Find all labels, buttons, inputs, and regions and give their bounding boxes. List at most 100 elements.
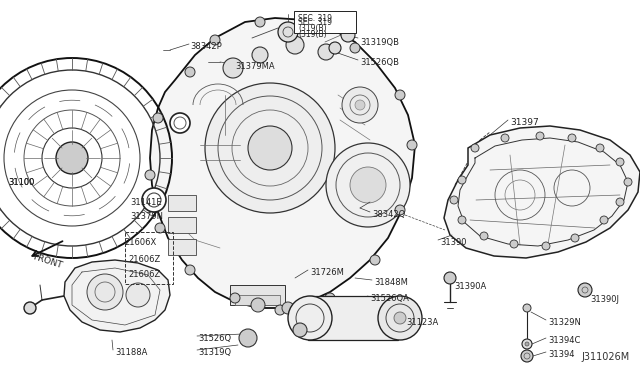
Circle shape — [501, 134, 509, 142]
Circle shape — [282, 302, 294, 314]
Bar — [168, 195, 196, 211]
Circle shape — [342, 87, 378, 123]
Circle shape — [407, 140, 417, 150]
Text: 31726M: 31726M — [310, 268, 344, 277]
Circle shape — [230, 293, 240, 303]
Text: 31848M: 31848M — [374, 278, 408, 287]
Circle shape — [326, 143, 410, 227]
Circle shape — [318, 44, 334, 60]
Circle shape — [525, 342, 529, 346]
Circle shape — [395, 205, 405, 215]
Text: SEC. 319: SEC. 319 — [298, 18, 332, 27]
Circle shape — [205, 83, 335, 213]
Circle shape — [275, 305, 285, 315]
Circle shape — [142, 188, 166, 212]
Text: 31123A: 31123A — [406, 318, 438, 327]
Text: 21606X: 21606X — [124, 238, 156, 247]
Bar — [168, 217, 196, 233]
Circle shape — [286, 36, 304, 54]
Circle shape — [542, 242, 550, 250]
Circle shape — [223, 58, 243, 78]
Circle shape — [185, 265, 195, 275]
Text: (319(B): (319(B) — [298, 30, 326, 39]
Circle shape — [394, 312, 406, 324]
Text: 38342P: 38342P — [190, 42, 221, 51]
Text: (319(B): (319(B) — [298, 24, 326, 33]
FancyBboxPatch shape — [294, 11, 356, 33]
Polygon shape — [444, 126, 640, 258]
Circle shape — [510, 240, 518, 248]
Circle shape — [305, 17, 315, 27]
Circle shape — [210, 35, 220, 45]
Circle shape — [239, 329, 257, 347]
Circle shape — [624, 178, 632, 186]
Circle shape — [370, 255, 380, 265]
Bar — [235, 295, 280, 305]
Text: 31394C: 31394C — [548, 336, 580, 345]
Text: 31526Q: 31526Q — [198, 334, 231, 343]
Text: 31394: 31394 — [548, 350, 575, 359]
Circle shape — [395, 90, 405, 100]
Circle shape — [293, 323, 307, 337]
Circle shape — [170, 113, 190, 133]
Text: FRONT: FRONT — [32, 252, 64, 270]
Circle shape — [329, 42, 341, 54]
Text: 31319QB: 31319QB — [360, 38, 399, 47]
Circle shape — [185, 67, 195, 77]
Circle shape — [444, 272, 456, 284]
Circle shape — [288, 296, 332, 340]
Circle shape — [153, 113, 163, 123]
Text: 31188A: 31188A — [115, 348, 147, 357]
Text: 31100: 31100 — [8, 178, 35, 187]
Circle shape — [568, 134, 576, 142]
Text: 31397: 31397 — [510, 118, 539, 127]
Text: 31329N: 31329N — [548, 318, 581, 327]
Circle shape — [325, 293, 335, 303]
Text: 21606Z: 21606Z — [128, 255, 160, 264]
Circle shape — [458, 176, 466, 184]
Circle shape — [471, 144, 479, 152]
Polygon shape — [150, 18, 415, 308]
Circle shape — [378, 296, 422, 340]
Text: 38342Q: 38342Q — [372, 210, 405, 219]
Circle shape — [87, 274, 123, 310]
Text: 31100: 31100 — [8, 178, 35, 187]
Circle shape — [600, 216, 608, 224]
Circle shape — [145, 170, 155, 180]
Circle shape — [523, 304, 531, 312]
Circle shape — [126, 283, 150, 307]
Circle shape — [616, 158, 624, 166]
Text: 31379N: 31379N — [130, 212, 163, 221]
Circle shape — [248, 126, 292, 170]
Circle shape — [458, 216, 466, 224]
Text: 31319Q: 31319Q — [198, 348, 231, 357]
Circle shape — [355, 100, 365, 110]
Circle shape — [522, 339, 532, 349]
Circle shape — [155, 223, 165, 233]
Text: SEC. 319: SEC. 319 — [298, 14, 332, 23]
Text: 21606Z: 21606Z — [128, 270, 160, 279]
Text: 31390: 31390 — [440, 238, 467, 247]
Circle shape — [616, 198, 624, 206]
Circle shape — [255, 17, 265, 27]
Circle shape — [350, 167, 386, 203]
Text: 31526QA: 31526QA — [370, 294, 409, 303]
Bar — [230, 285, 285, 305]
Circle shape — [252, 47, 268, 63]
Circle shape — [450, 196, 458, 204]
Circle shape — [24, 302, 36, 314]
Circle shape — [350, 43, 360, 53]
Text: 31390A: 31390A — [454, 282, 486, 291]
Bar — [308, 296, 398, 340]
Text: 31141E: 31141E — [130, 198, 162, 207]
Text: 31526QB: 31526QB — [360, 58, 399, 67]
Bar — [125, 232, 173, 284]
Text: 31390J: 31390J — [590, 295, 619, 304]
Circle shape — [536, 132, 544, 140]
Text: 31379MA: 31379MA — [235, 62, 275, 71]
Circle shape — [571, 234, 579, 242]
Circle shape — [578, 283, 592, 297]
Circle shape — [341, 28, 355, 42]
Circle shape — [56, 142, 88, 174]
Circle shape — [251, 298, 265, 312]
